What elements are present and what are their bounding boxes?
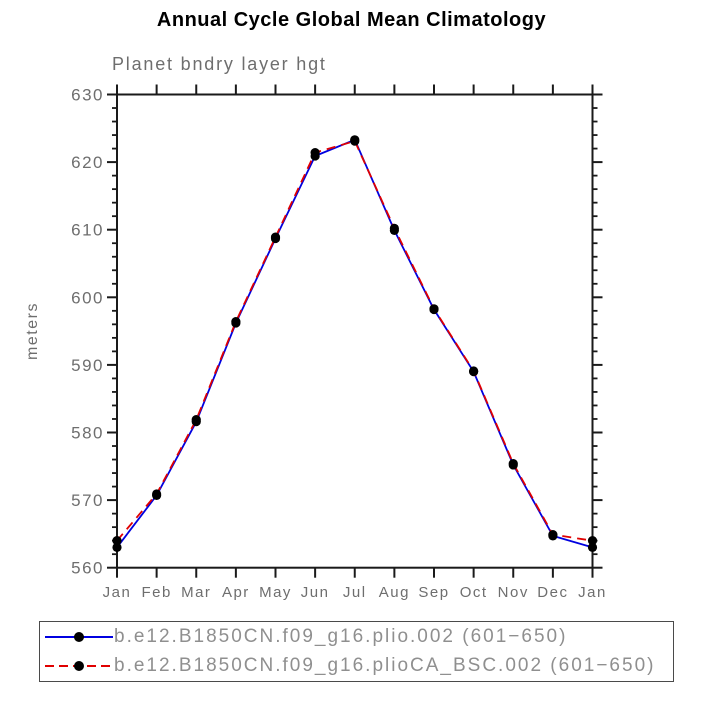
series-line-0: [116, 138, 593, 549]
data-point-marker-s1: [152, 489, 162, 499]
x-tick-label: Jan: [103, 584, 132, 601]
x-tick-label: Aug: [379, 584, 410, 601]
y-tick-label: 610: [71, 221, 104, 240]
x-tick-label: Sep: [418, 584, 449, 601]
y-tick-label: 580: [71, 424, 104, 443]
plot-subtitle: Planet bndry layer hgt: [112, 54, 327, 74]
x-tick-label: Dec: [537, 584, 568, 601]
legend-label-series-0: b.e12.B1850CN.f09_g16.plio.002 (601−650): [114, 626, 568, 648]
x-tick-label: Feb: [141, 584, 171, 601]
legend-marker-dot-icon: [74, 632, 84, 643]
legend-marker-dot-icon: [74, 660, 84, 671]
data-point-marker-s1: [270, 232, 281, 242]
x-tick-label: Jul: [343, 584, 367, 601]
data-point-marker-s1: [548, 529, 558, 540]
data-point-marker-s1: [429, 304, 439, 314]
data-point-marker-s1: [389, 223, 399, 233]
chart-title: Annual Cycle Global Mean Climatology: [156, 9, 547, 31]
legend-row-series-0: b.e12.B1850CN.f09_g16.plio.002 (601−650): [40, 624, 673, 651]
data-point-marker-s1: [508, 458, 518, 469]
x-tick-label: Apr: [222, 584, 250, 601]
legend-sample-series-1: [45, 660, 113, 671]
legend-box: b.e12.B1850CN.f09_g16.plio.002 (601−650)…: [39, 621, 674, 682]
y-tick-label: 630: [71, 86, 104, 105]
x-tick-label: Mar: [181, 584, 211, 601]
data-point-marker-s1: [231, 317, 241, 327]
plot-box: [116, 93, 594, 569]
data-point-marker-s1: [191, 415, 201, 425]
data-point-marker-s0: [112, 542, 122, 553]
legend-row-series-1: b.e12.B1850CN.f09_g16.plioCA_BSC.002 (60…: [40, 652, 673, 679]
data-point-marker-s1: [350, 136, 360, 146]
data-point-marker-s1: [469, 366, 479, 376]
x-tick-label: Oct: [460, 584, 488, 601]
data-point-marker-s1: [310, 148, 320, 158]
x-tick-label: Jun: [301, 584, 330, 601]
y-tick-label: 560: [71, 559, 104, 578]
x-tick-label: Nov: [498, 584, 529, 601]
y-tick-label: 600: [71, 288, 104, 307]
y-tick-label: 590: [71, 356, 104, 375]
y-tick-label: 570: [71, 491, 104, 510]
data-point-marker-s1: [587, 536, 598, 546]
x-tick-label: May: [259, 584, 292, 601]
x-tick-label: Jan: [578, 584, 607, 601]
y-tick-label: 620: [71, 153, 104, 172]
data-point-marker-s0: [587, 542, 598, 553]
data-point-marker-s1: [112, 536, 122, 546]
legend-sample-series-0: [45, 632, 113, 643]
legend-label-series-1: b.e12.B1850CN.f09_g16.plioCA_BSC.002 (60…: [114, 654, 656, 676]
